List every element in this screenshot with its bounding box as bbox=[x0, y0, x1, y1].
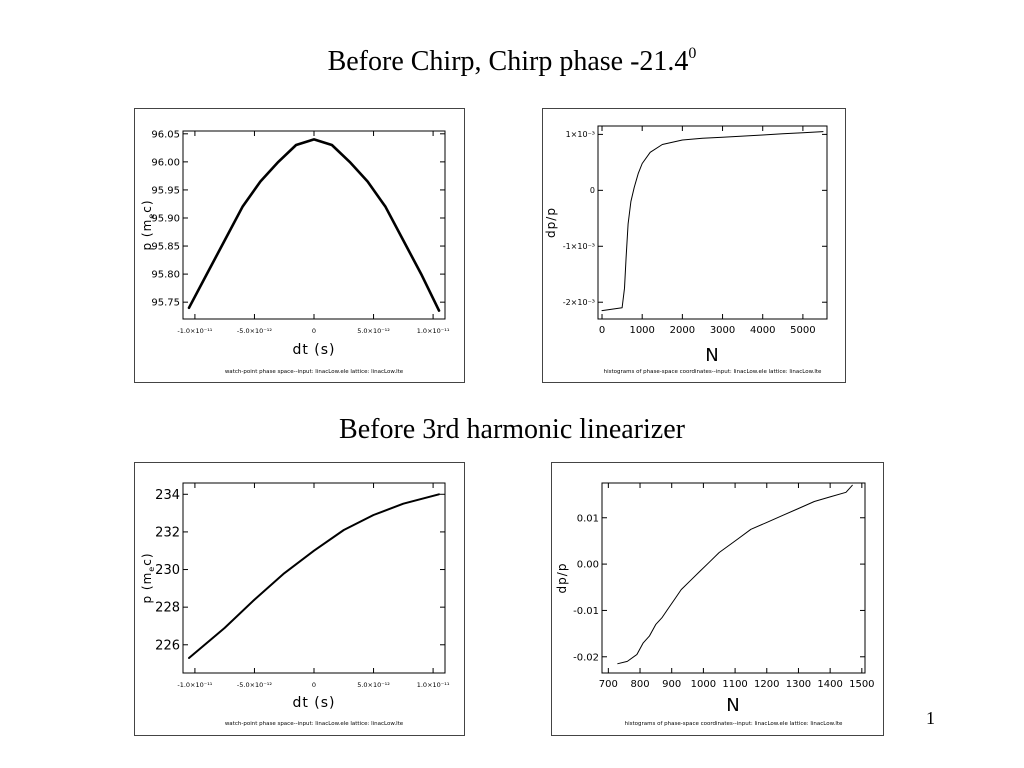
chart-panel-histogram-before-linearizer: 700 800 900 1000 1100 1200 1300 1400 1500 -0.02 -0… bbox=[551, 462, 884, 736]
x-tick-label: 900 bbox=[662, 679, 681, 690]
x-tick-label: 2000 bbox=[670, 325, 695, 336]
x-tick-label: 5.0×10⁻¹² bbox=[357, 327, 390, 335]
x-axis-label: dt (s) bbox=[292, 695, 335, 711]
x-tick-label: 1000 bbox=[629, 325, 654, 336]
data-series bbox=[617, 484, 853, 665]
chart-momentum-before-linearizer: -1.0×10⁻¹¹ -5.0×10⁻¹² 0 5.0×10⁻¹² 1.0×10⁻¹¹ 2… bbox=[140, 482, 450, 727]
x-axis-label: N bbox=[705, 345, 719, 366]
x-tick-label: 0 bbox=[312, 681, 316, 689]
slide-title-superscript: 0 bbox=[688, 45, 697, 62]
x-tick-label: 1100 bbox=[722, 679, 747, 690]
y-tick-label: 96.00 bbox=[151, 157, 180, 168]
x-tick-label: 1300 bbox=[786, 679, 811, 690]
x-axis-label: N bbox=[726, 695, 740, 716]
chart-footer: histograms of phase-space coordinates--i… bbox=[604, 369, 822, 375]
slide-title-text: Before Chirp, Chirp phase -21.4 bbox=[327, 46, 689, 77]
chart-histogram-before-chirp: 0 1000 2000 3000 4000 5000 -2×10⁻³ -1×10⁻³ 0 1×10… bbox=[544, 125, 828, 375]
x-tick-label: 1200 bbox=[754, 679, 779, 690]
x-tick-label: 0 bbox=[312, 327, 316, 335]
x-tick-label: 1.0×10⁻¹¹ bbox=[417, 681, 450, 689]
y-axis-label: dp/p bbox=[555, 563, 569, 594]
x-tick-label: 1500 bbox=[849, 679, 874, 690]
chart-footer: histograms of phase-space coordinates--i… bbox=[625, 721, 843, 727]
chart-panel-momentum-before-chirp: -1.0×10⁻¹¹ -5.0×10⁻¹² 0 5.0×10⁻¹² 1.0×10⁻¹¹ 9… bbox=[134, 108, 465, 383]
y-axis-label: dp/p bbox=[544, 207, 558, 238]
y-tick-label: 95.75 bbox=[151, 298, 180, 309]
x-tick-label: 5000 bbox=[790, 325, 815, 336]
y-tick-label: -2×10⁻³ bbox=[563, 298, 595, 307]
y-tick-label: 0.00 bbox=[577, 560, 599, 571]
x-tick-label: 5.0×10⁻¹² bbox=[357, 681, 390, 689]
x-tick-label: 700 bbox=[599, 679, 618, 690]
y-tick-label: 95.90 bbox=[151, 213, 180, 224]
y-tick-label: 234 bbox=[155, 488, 180, 503]
x-tick-label: 1000 bbox=[691, 679, 716, 690]
y-tick-label: -1×10⁻³ bbox=[563, 242, 595, 251]
y-axis-label-main: p (m bbox=[140, 572, 154, 604]
x-tick-label: -5.0×10⁻¹² bbox=[237, 681, 272, 689]
slide-subtitle: Before 3rd harmonic linearizer bbox=[339, 414, 685, 445]
y-axis-label-main: dp/p bbox=[555, 563, 569, 594]
chart-panel-histogram-before-chirp: 0 1000 2000 3000 4000 5000 -2×10⁻³ -1×10⁻³ 0 1×10… bbox=[542, 108, 846, 383]
data-series bbox=[188, 493, 440, 659]
x-tick-label: 4000 bbox=[750, 325, 775, 336]
plot-frame bbox=[601, 482, 866, 674]
x-tick-label: 3000 bbox=[710, 325, 735, 336]
y-tick-label: 0.01 bbox=[577, 513, 599, 524]
y-tick-label: 95.85 bbox=[151, 242, 180, 253]
chart-panel-momentum-before-linearizer: -1.0×10⁻¹¹ -5.0×10⁻¹² 0 5.0×10⁻¹² 1.0×10⁻¹¹ 2… bbox=[134, 462, 465, 736]
x-tick-label: 0 bbox=[599, 325, 605, 336]
y-axis-label-sub: e bbox=[147, 213, 156, 219]
chart-histogram-before-linearizer: 700 800 900 1000 1100 1200 1300 1400 1500 -0.02 -0… bbox=[555, 482, 875, 727]
y-tick-label: 95.95 bbox=[151, 185, 180, 196]
y-axis-label-end: c) bbox=[140, 199, 154, 212]
x-tick-label: 1400 bbox=[817, 679, 842, 690]
page-number: 1 bbox=[926, 708, 935, 728]
plot-frame bbox=[597, 125, 828, 320]
y-tick-label: 228 bbox=[155, 601, 180, 616]
y-tick-label: -0.02 bbox=[573, 652, 599, 663]
chart-footer: watch-point phase space--input: linacLow… bbox=[225, 369, 404, 375]
x-tick-label: 1.0×10⁻¹¹ bbox=[417, 327, 450, 335]
x-tick-label: -1.0×10⁻¹¹ bbox=[177, 681, 212, 689]
y-tick-label: 96.05 bbox=[151, 129, 180, 140]
y-axis-label-main: dp/p bbox=[544, 207, 558, 238]
chart-momentum-before-chirp: -1.0×10⁻¹¹ -5.0×10⁻¹² 0 5.0×10⁻¹² 1.0×10⁻¹¹ 9… bbox=[140, 129, 450, 375]
y-axis-label-sub: e bbox=[147, 566, 156, 572]
chart-footer: watch-point phase space--input: linacLow… bbox=[225, 721, 404, 727]
slide-title: Before Chirp, Chirp phase -21.40 bbox=[0, 46, 1024, 78]
y-tick-label: 232 bbox=[155, 525, 180, 540]
y-axis-label-main: p (m bbox=[140, 219, 154, 251]
plot-frame bbox=[182, 482, 446, 674]
x-axis-label: dt (s) bbox=[292, 342, 335, 358]
y-tick-label: 230 bbox=[155, 563, 180, 578]
plot-frame bbox=[182, 130, 446, 320]
y-axis-label: p (mec) bbox=[140, 552, 156, 603]
y-tick-label: 1×10⁻³ bbox=[566, 130, 595, 139]
x-tick-label: -5.0×10⁻¹² bbox=[237, 327, 272, 335]
y-tick-label: -0.01 bbox=[573, 606, 599, 617]
x-tick-label: 800 bbox=[630, 679, 649, 690]
y-tick-label: 226 bbox=[155, 638, 180, 653]
data-series bbox=[601, 131, 824, 312]
y-axis-label: p (mec) bbox=[140, 199, 156, 250]
x-tick-label: -1.0×10⁻¹¹ bbox=[177, 327, 212, 335]
y-axis-label-end: c) bbox=[140, 552, 154, 565]
y-tick-label: 95.80 bbox=[151, 270, 180, 281]
data-series bbox=[187, 138, 441, 312]
y-tick-label: 0 bbox=[590, 186, 595, 195]
